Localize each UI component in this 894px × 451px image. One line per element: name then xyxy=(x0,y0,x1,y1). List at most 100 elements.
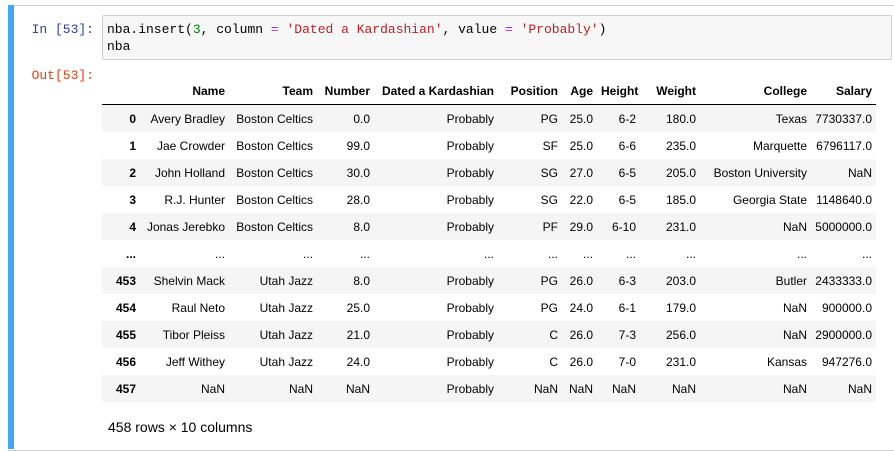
table-cell: 7730337.0 xyxy=(815,111,872,126)
code-input[interactable]: nba.insert(3, column = 'Dated a Kardashi… xyxy=(102,15,892,60)
table-cell: 26.0 xyxy=(569,327,593,342)
table-cell: 205.0 xyxy=(665,165,696,180)
index-header xyxy=(102,78,140,105)
table-cell: 900000.0 xyxy=(821,300,872,315)
table-row: 3 R.J. Hunter Boston Celtics 28.0 Probably SG… xyxy=(102,186,876,213)
table-cell: 235.0 xyxy=(665,138,696,153)
table-cell: Raul Neto xyxy=(171,300,225,315)
cell-selection-bar xyxy=(8,5,14,449)
table-cell: Marquette xyxy=(752,138,807,153)
column-header: Team xyxy=(229,78,317,105)
table-cell: Probably xyxy=(446,219,494,234)
table-cell: C xyxy=(549,327,558,342)
table-cell: 6-2 xyxy=(618,111,636,126)
table-row: ................................. xyxy=(102,240,876,267)
table-cell: NaN xyxy=(568,381,593,396)
table-cell: 6-3 xyxy=(618,273,636,288)
table-cell: NaN xyxy=(782,381,807,396)
column-header: Number xyxy=(317,78,374,105)
table-cell: NaN xyxy=(847,165,872,180)
table-cell: 26.0 xyxy=(569,273,593,288)
code-token: nba xyxy=(107,39,131,54)
table-cell: Jae Crowder xyxy=(156,138,225,153)
table-cell: 1148640.0 xyxy=(816,192,872,207)
table-row: 4 Jonas Jerebko Boston Celtics 8.0 Probably P… xyxy=(102,213,876,240)
table-cell: Utah Jazz xyxy=(259,300,313,315)
table-cell: 180.0 xyxy=(665,111,696,126)
table-cell: R.J. Hunter xyxy=(164,192,225,207)
table-row: 0 Avery Bradley Boston Celtics 0.0 Probably P… xyxy=(102,104,876,132)
table-cell: Probably xyxy=(446,273,494,288)
table-cell: Jonas Jerebko xyxy=(146,219,225,234)
column-header: Name xyxy=(140,78,229,105)
dataframe-shape-summary: 458 rows × 10 columns xyxy=(108,419,253,435)
table-cell: Probably xyxy=(446,327,494,342)
table-cell: Kansas xyxy=(766,354,807,369)
row-index: 3 xyxy=(129,192,136,207)
table-cell: 27.0 xyxy=(569,165,593,180)
table-cell: 6-5 xyxy=(618,192,636,207)
table-cell: Utah Jazz xyxy=(259,273,313,288)
table-cell: 256.0 xyxy=(665,327,696,342)
table-cell: 24.0 xyxy=(569,300,593,315)
table-cell: Boston Celtics xyxy=(236,192,313,207)
table-header-row: Name Team Number Dated a Kardashian Position… xyxy=(102,78,876,105)
table-cell: PF xyxy=(542,219,558,234)
code-token xyxy=(513,22,521,37)
table-cell: 22.0 xyxy=(569,192,593,207)
table-cell: PG xyxy=(540,273,558,288)
row-index: 4 xyxy=(129,219,136,234)
table-cell: Boston Celtics xyxy=(236,219,313,234)
table-cell: Boston Celtics xyxy=(236,111,313,126)
code-token: 3 xyxy=(192,22,201,37)
table-cell: Probably xyxy=(446,165,494,180)
table-cell: Boston University xyxy=(713,165,807,180)
table-cell: ... xyxy=(483,246,494,261)
table-cell: Utah Jazz xyxy=(259,327,313,342)
table-cell: NaN xyxy=(782,327,807,342)
table-cell: NaN xyxy=(671,381,696,396)
table-cell: 6-5 xyxy=(618,165,636,180)
table-cell: Probably xyxy=(446,111,494,126)
table-cell: Georgia State xyxy=(732,192,807,207)
table-cell: 179.0 xyxy=(665,300,696,315)
table-cell: SG xyxy=(540,192,558,207)
table-cell: Utah Jazz xyxy=(259,354,313,369)
table-cell: NaN xyxy=(847,381,872,396)
column-header: Weight xyxy=(640,78,700,105)
table-cell: Probably xyxy=(446,192,494,207)
table-cell: Boston Celtics xyxy=(236,165,313,180)
table-cell: ... xyxy=(547,246,558,261)
table-cell: 8.0 xyxy=(353,273,370,288)
table-cell: Probably xyxy=(446,300,494,315)
table-cell: John Holland xyxy=(154,165,225,180)
table-cell: Probably xyxy=(446,381,494,396)
table-row: 2 John Holland Boston Celtics 30.0 Probably S… xyxy=(102,159,876,186)
table-cell: SG xyxy=(540,165,558,180)
table-row: 453 Shelvin Mack Utah Jazz 8.0 Probably PG 26.… xyxy=(102,267,876,294)
column-header: College xyxy=(700,78,811,105)
row-index: 457 xyxy=(115,381,136,396)
table-cell: 231.0 xyxy=(665,354,696,369)
table-cell: 28.0 xyxy=(346,192,370,207)
table-cell: 5000000.0 xyxy=(815,219,872,234)
table-cell: C xyxy=(549,354,558,369)
table-cell: ... xyxy=(796,246,807,261)
row-index: ... xyxy=(125,246,136,261)
table-row: 457 NaN NaN NaN Probably NaN NaN NaN NaN NaN NaN xyxy=(102,375,876,402)
table-cell: Shelvin Mack xyxy=(153,273,225,288)
table-cell: 30.0 xyxy=(346,165,370,180)
table-cell: 29.0 xyxy=(569,219,593,234)
table-cell: 25.0 xyxy=(346,300,370,315)
table-cell: ... xyxy=(685,246,696,261)
table-cell: NaN xyxy=(200,381,225,396)
column-header: Age xyxy=(562,78,597,105)
table-row: 454 Raul Neto Utah Jazz 25.0 Probably PG 24.0 6… xyxy=(102,294,876,321)
table-cell: 6-1 xyxy=(618,300,636,315)
table-cell: Texas xyxy=(775,111,807,126)
code-token: , column xyxy=(200,22,271,37)
table-cell: NaN xyxy=(533,381,558,396)
table-cell: 7-3 xyxy=(618,327,636,342)
row-index: 453 xyxy=(115,273,136,288)
column-header: Height xyxy=(597,78,640,105)
